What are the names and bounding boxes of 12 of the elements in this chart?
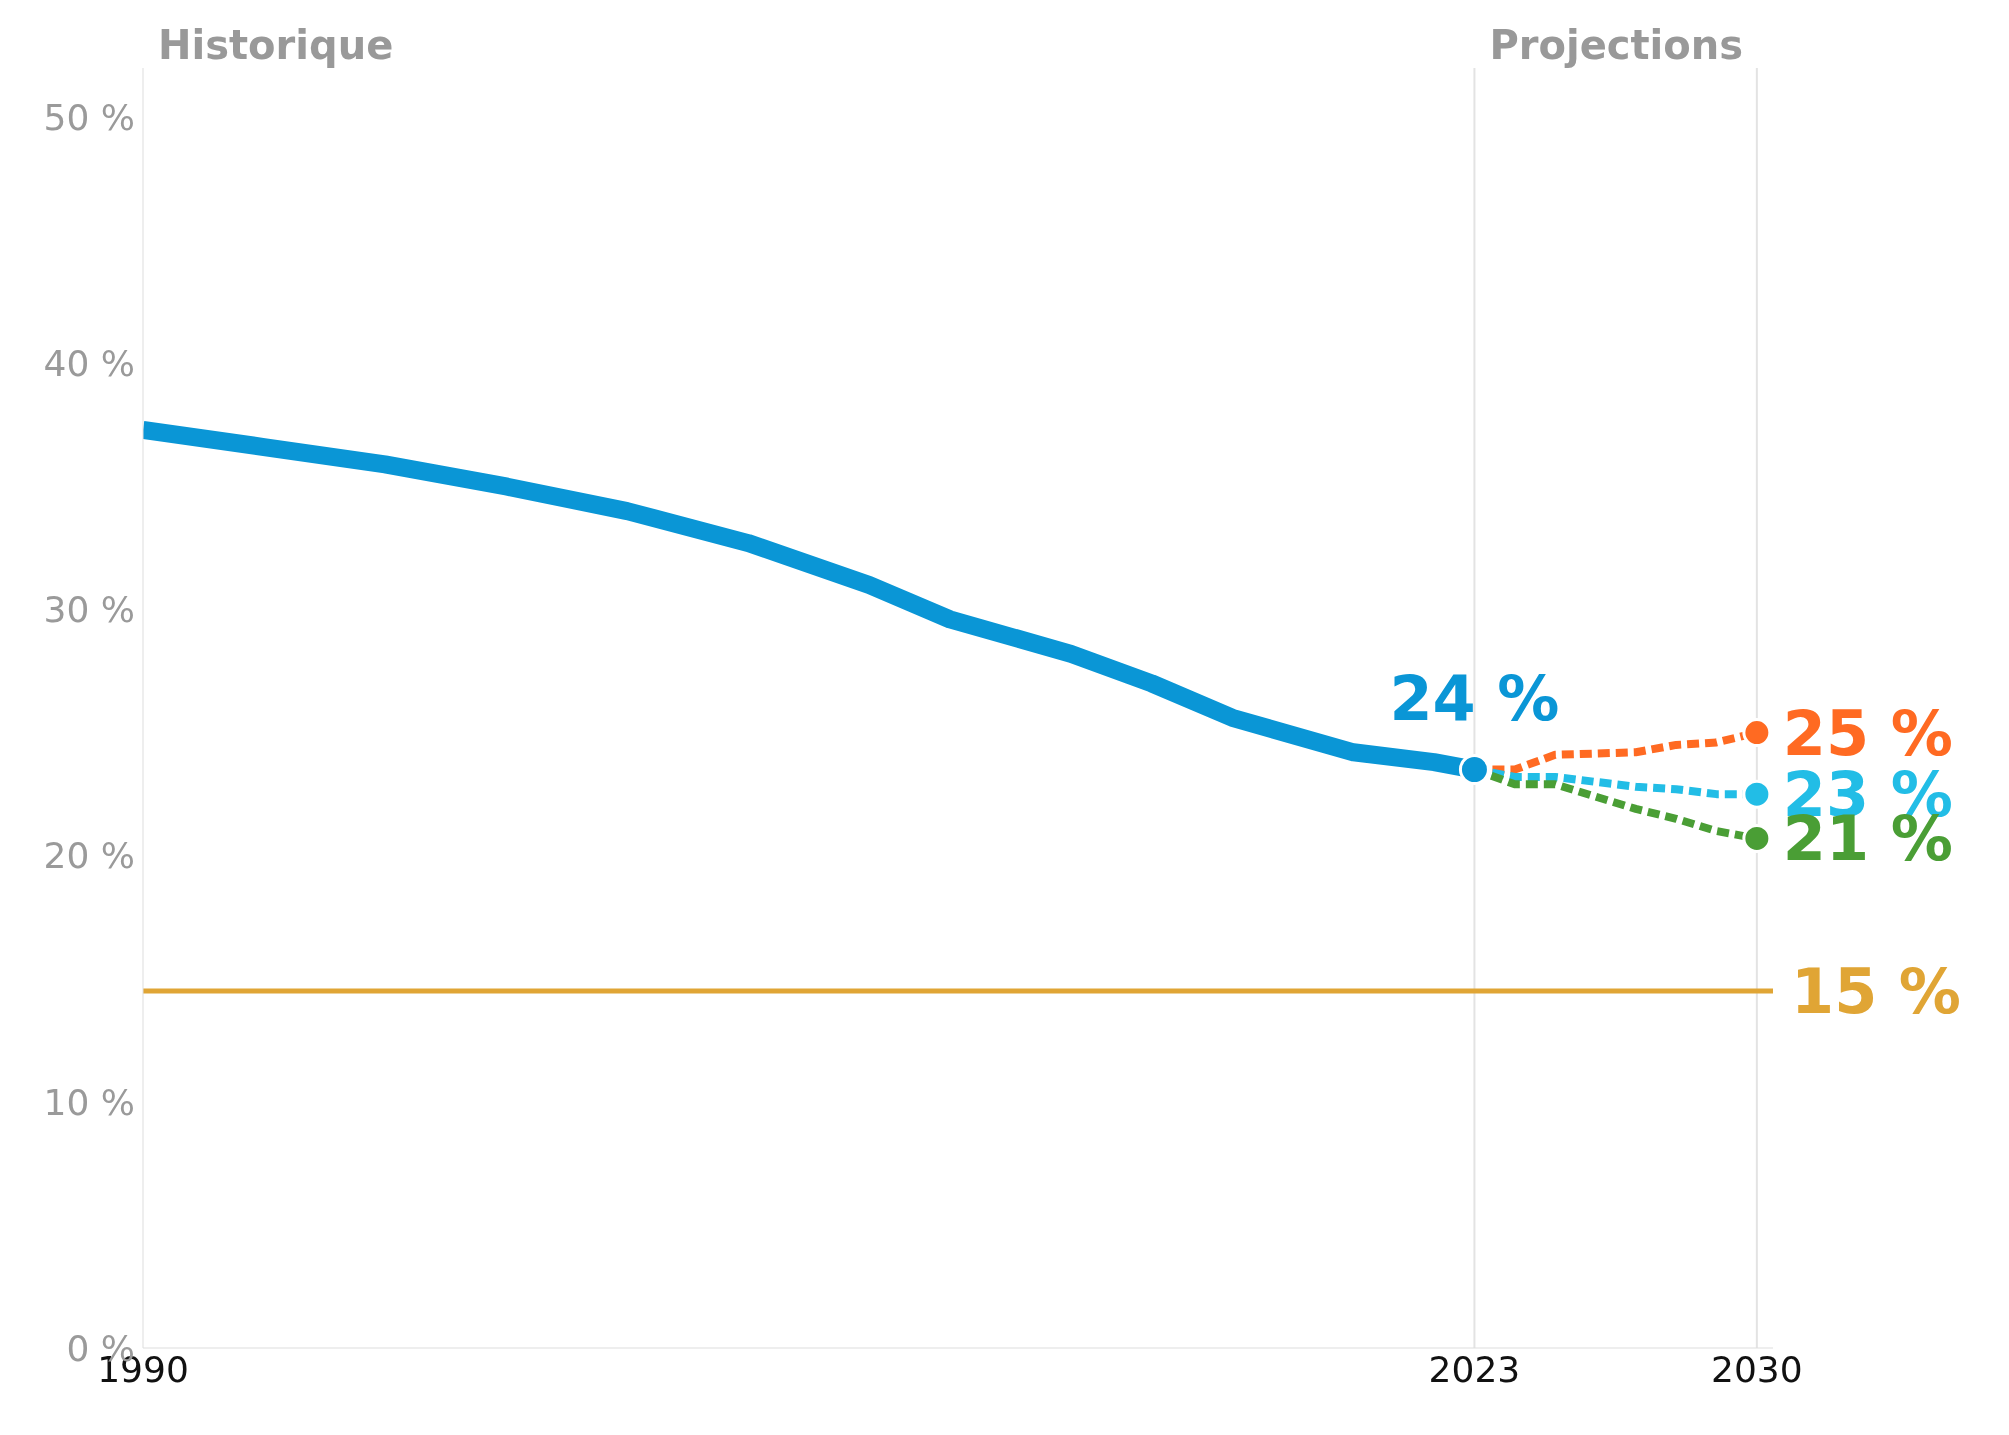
y-tick-label: 40 % [43, 343, 135, 385]
x-tick-label: 2030 [1711, 1348, 1803, 1390]
annotation: Projections [1489, 22, 1744, 68]
y-tick-label: 10 % [43, 1081, 135, 1123]
data-label: 24 % [1389, 661, 1560, 735]
annotation: Historique [158, 22, 394, 68]
data-label: 25 % [1782, 696, 1953, 770]
y-tick-label: 30 % [43, 589, 135, 631]
x-tick-label: 2023 [1428, 1348, 1521, 1390]
y-tick-label: 50 % [43, 97, 135, 139]
ref-line-label: 15 % [1791, 955, 1961, 1029]
y-tick-label: 20 % [43, 835, 135, 877]
